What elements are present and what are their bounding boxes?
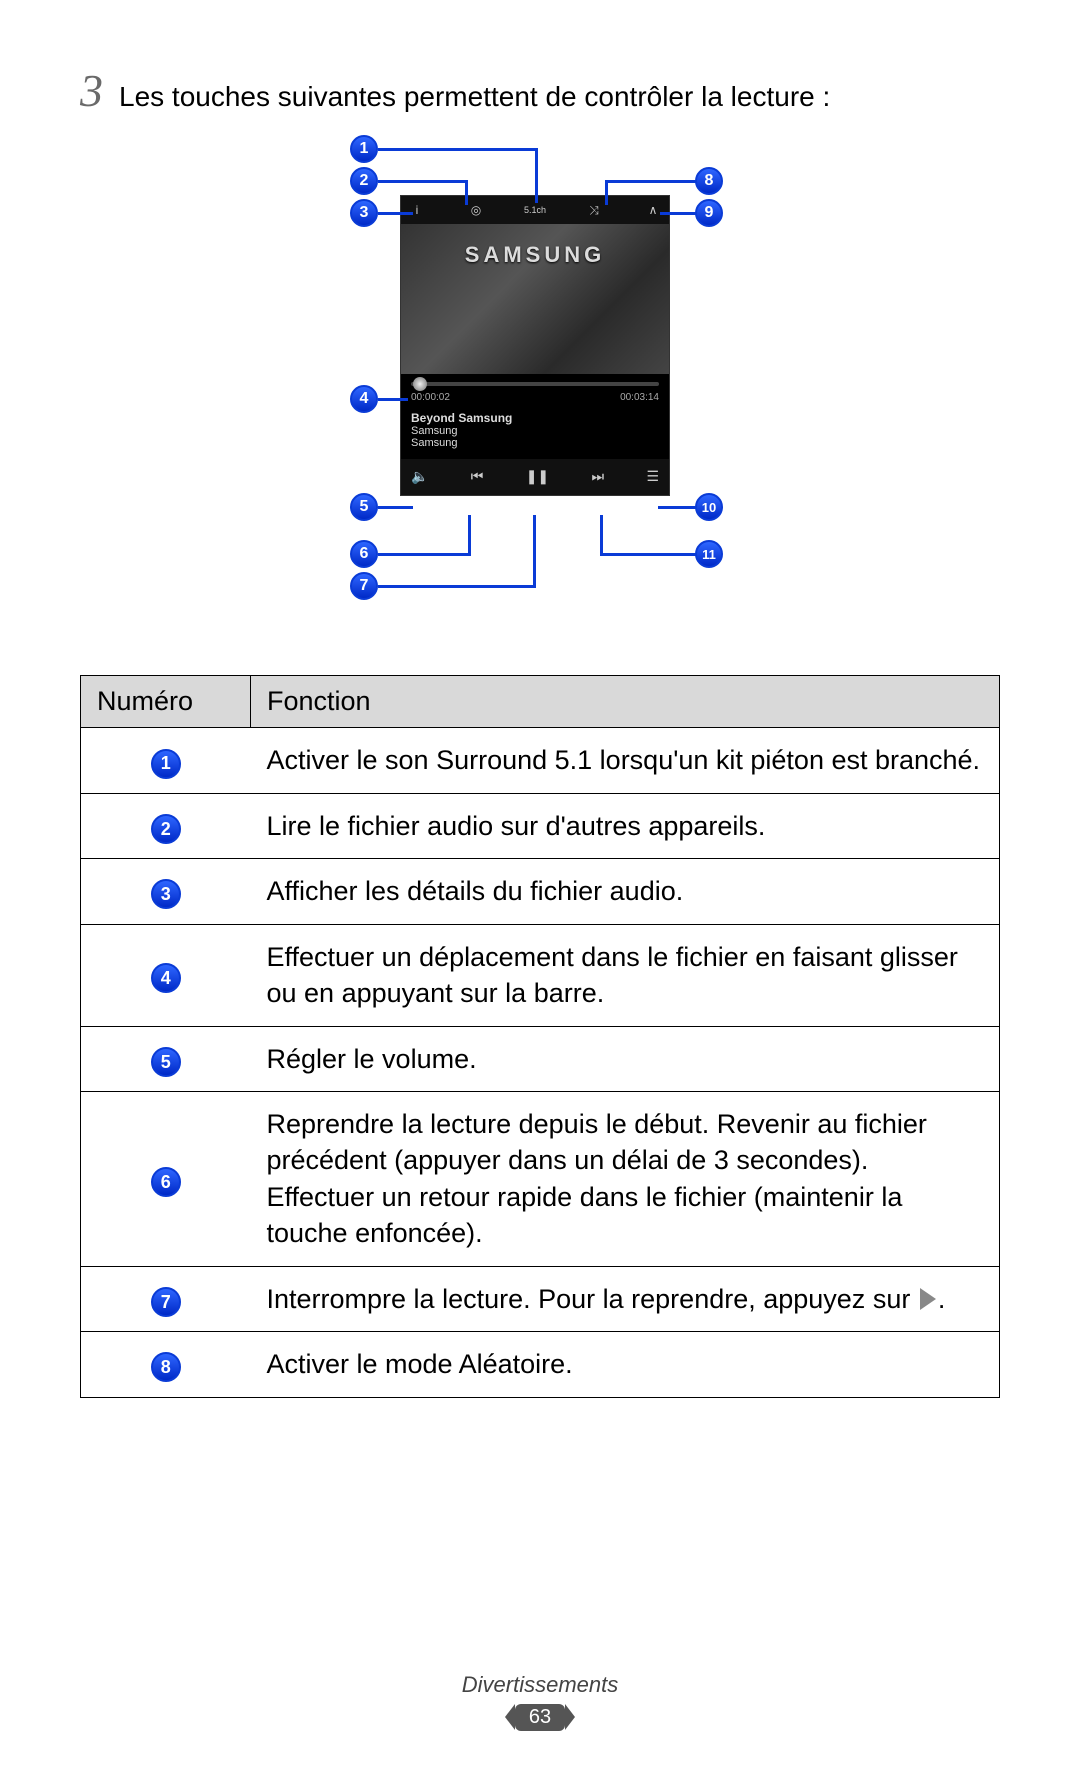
table-row: 2 Lire le fichier audio sur d'autres appa… [81, 793, 1000, 858]
row-badge: 6 [151, 1167, 181, 1197]
row-fn-cell: Lire le fichier audio sur d'autres appar… [251, 793, 1000, 858]
shuffle-icon: ⤨ [586, 202, 602, 218]
row-badge: 2 [151, 814, 181, 844]
leader-3h [378, 212, 413, 215]
function-table: Numéro Fonction 1 Activer le son Surround… [80, 675, 1000, 1397]
row-num-cell: 4 [81, 924, 251, 1026]
row-badge: 8 [151, 1352, 181, 1382]
prev-icon: ⏮ [471, 468, 484, 485]
row-num-cell: 7 [81, 1266, 251, 1331]
leader-2v [465, 180, 468, 205]
table-row: 5 Régler le volume. [81, 1026, 1000, 1091]
play-icon [920, 1288, 936, 1310]
row-num-cell: 2 [81, 793, 251, 858]
leader-8h [605, 180, 697, 183]
next-icon: ⏭ [592, 468, 605, 485]
leader-11h [600, 553, 697, 556]
page-footer: Divertissements 63 [0, 1672, 1080, 1731]
row-num-cell: 1 [81, 728, 251, 793]
leader-9h [660, 212, 697, 215]
callout-11: 11 [695, 540, 723, 568]
table-row: 4 Effectuer un déplacement dans le fichie… [81, 924, 1000, 1026]
callout-7: 7 [350, 572, 378, 600]
callout-3: 3 [350, 199, 378, 227]
time-total: 00:03:14 [620, 392, 659, 403]
callout-5: 5 [350, 493, 378, 521]
player-diagram: i ◎ 5.1ch ⤨ ∧ SAMSUNG 00:00:02 00:03:14 … [180, 135, 900, 635]
track-meta: Beyond Samsung Samsung Samsung [401, 407, 669, 459]
row-num-cell: 5 [81, 1026, 251, 1091]
step-line: 3 Les touches suivantes permettent de co… [80, 68, 1000, 115]
leader-6h [378, 553, 471, 556]
table-row: 8 Activer le mode Aléatoire. [81, 1332, 1000, 1397]
callout-4: 4 [350, 385, 378, 413]
callout-10: 10 [695, 493, 723, 521]
row-num-cell: 8 [81, 1332, 251, 1397]
table-row: 3 Afficher les détails du fichier audio. [81, 859, 1000, 924]
row-fn-cell: Afficher les détails du fichier audio. [251, 859, 1000, 924]
leader-6v [468, 515, 471, 555]
leader-10h [658, 506, 697, 509]
callout-1: 1 [350, 135, 378, 163]
volume-icon: 🔈 [411, 468, 428, 485]
leader-7v [533, 515, 536, 587]
fn-text-post: . [938, 1284, 946, 1314]
controls-row: 🔈 ⏮ ❚❚ ⏭ ☰ [401, 459, 669, 495]
fn-text-pre: Interrompre la lecture. Pour la reprendr… [267, 1284, 918, 1314]
callout-2: 2 [350, 167, 378, 195]
row-fn-cell: Reprendre la lecture depuis le début. Re… [251, 1092, 1000, 1267]
footer-page: 63 [515, 1704, 565, 1731]
row-fn-cell: Activer le mode Aléatoire. [251, 1332, 1000, 1397]
track-title: Beyond Samsung [411, 411, 659, 425]
extra-icon: ∧ [645, 202, 661, 218]
phone-mock: i ◎ 5.1ch ⤨ ∧ SAMSUNG 00:00:02 00:03:14 … [400, 195, 670, 496]
callout-8: 8 [695, 167, 723, 195]
leader-1h [378, 148, 538, 151]
leader-5h [378, 506, 413, 509]
row-fn-cell: Effectuer un déplacement dans le fichier… [251, 924, 1000, 1026]
leader-8v [605, 180, 608, 205]
row-badge: 4 [151, 963, 181, 993]
track-artist: Samsung [411, 425, 659, 437]
th-fonction: Fonction [251, 676, 1000, 728]
step-number: 3 [80, 68, 103, 114]
leader-7h [378, 585, 536, 588]
row-fn-cell: Interrompre la lecture. Pour la reprendr… [251, 1266, 1000, 1331]
leader-4h [378, 398, 408, 401]
progress-track [411, 382, 659, 386]
footer-section: Divertissements [0, 1672, 1080, 1698]
callout-9: 9 [695, 199, 723, 227]
brand-text: SAMSUNG [465, 242, 605, 268]
album-art: SAMSUNG [401, 224, 669, 374]
track-album: Samsung [411, 437, 659, 449]
leader-1v [535, 148, 538, 203]
share-icon: ◎ [468, 202, 484, 218]
row-num-cell: 3 [81, 859, 251, 924]
leader-11v [600, 515, 603, 555]
th-numero: Numéro [81, 676, 251, 728]
row-badge: 1 [151, 749, 181, 779]
table-row: 1 Activer le son Surround 5.1 lorsqu'un k… [81, 728, 1000, 793]
table-row: 6 Reprendre la lecture depuis le début. R… [81, 1092, 1000, 1267]
row-badge: 7 [151, 1287, 181, 1317]
info-icon: i [409, 202, 425, 218]
row-fn-cell: Régler le volume. [251, 1026, 1000, 1091]
time-row: 00:00:02 00:03:14 [411, 392, 659, 403]
progress-area: 00:00:02 00:03:14 [401, 374, 669, 407]
table-row: 7 Interrompre la lecture. Pour la reprend… [81, 1266, 1000, 1331]
leader-2h [378, 180, 468, 183]
step-text: Les touches suivantes permettent de cont… [119, 79, 830, 115]
pause-icon: ❚❚ [526, 468, 549, 485]
row-badge: 5 [151, 1047, 181, 1077]
callout-6: 6 [350, 540, 378, 568]
row-num-cell: 6 [81, 1092, 251, 1267]
surround-icon: 5.1ch [527, 202, 543, 218]
row-fn-cell: Activer le son Surround 5.1 lorsqu'un ki… [251, 728, 1000, 793]
time-elapsed: 00:00:02 [411, 392, 450, 403]
progress-knob [413, 377, 427, 391]
row-badge: 3 [151, 879, 181, 909]
list-icon: ☰ [646, 468, 659, 485]
